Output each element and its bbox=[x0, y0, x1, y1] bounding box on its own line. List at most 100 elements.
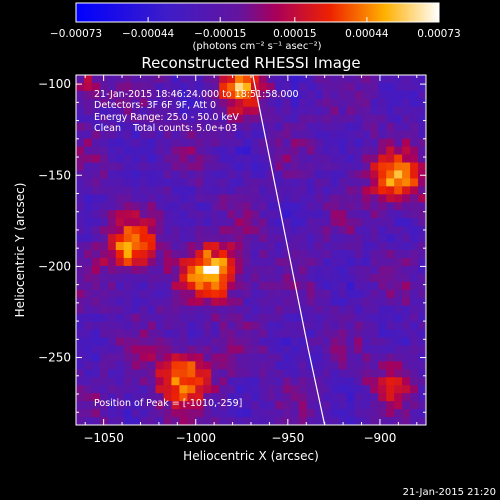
heatmap-cell bbox=[115, 250, 125, 259]
heatmap-cell bbox=[402, 98, 411, 108]
heatmap-cell bbox=[91, 369, 101, 378]
heatmap-cell bbox=[107, 250, 117, 259]
heatmap-cell bbox=[346, 313, 355, 323]
heatmap-cell bbox=[410, 210, 419, 219]
heatmap-cell bbox=[187, 257, 196, 267]
heatmap-cell bbox=[346, 98, 355, 108]
heatmap-cell bbox=[346, 75, 355, 84]
heatmap-cell bbox=[314, 329, 324, 339]
heatmap-cell bbox=[203, 186, 212, 195]
heatmap-cell bbox=[394, 242, 403, 251]
heatmap-cell bbox=[107, 114, 117, 124]
heatmap-cell bbox=[266, 337, 276, 347]
heatmap-cell bbox=[362, 361, 371, 370]
heatmap-cell bbox=[258, 257, 268, 267]
heatmap-cell bbox=[266, 242, 276, 251]
heatmap-cell bbox=[274, 337, 284, 347]
heatmap-cell bbox=[155, 281, 165, 291]
heatmap-cell bbox=[298, 297, 308, 307]
heatmap-cell bbox=[258, 305, 268, 315]
heatmap-cell bbox=[418, 186, 426, 195]
heatmap-cell bbox=[235, 122, 244, 132]
heatmap-cell bbox=[195, 138, 204, 148]
heatmap-cell bbox=[219, 178, 228, 187]
heatmap-cell bbox=[179, 409, 188, 418]
heatmap-cell bbox=[354, 265, 363, 275]
heatmap-cell bbox=[171, 297, 180, 307]
heatmap-cell bbox=[123, 146, 133, 156]
heatmap-cell bbox=[219, 401, 228, 410]
heatmap-cell bbox=[163, 138, 173, 148]
heatmap-cell bbox=[274, 377, 284, 386]
heatmap-cell bbox=[410, 194, 419, 203]
heatmap-cell bbox=[91, 345, 101, 354]
heatmap-cell bbox=[298, 130, 308, 140]
heatmap-cell bbox=[107, 353, 117, 362]
heatmap-cell bbox=[314, 321, 324, 331]
heatmap-cell bbox=[76, 401, 85, 410]
heatmap-cell bbox=[195, 401, 204, 410]
heatmap-cell bbox=[298, 178, 308, 187]
heatmap-cell bbox=[274, 409, 284, 418]
heatmap-cell bbox=[163, 297, 173, 307]
heatmap-cell bbox=[386, 417, 395, 425]
heatmap-cell bbox=[187, 305, 196, 315]
heatmap-cell bbox=[298, 98, 308, 108]
heatmap-cell bbox=[258, 146, 268, 156]
heatmap-cell bbox=[147, 218, 157, 227]
heatmap-cell bbox=[235, 130, 244, 140]
heatmap-cell bbox=[83, 122, 93, 132]
heatmap-cell bbox=[187, 234, 196, 243]
heatmap-cell bbox=[266, 202, 276, 211]
heatmap-cell bbox=[83, 361, 93, 370]
heatmap-cell bbox=[211, 313, 220, 323]
heatmap-cell bbox=[386, 329, 395, 339]
heatmap-cell bbox=[306, 138, 316, 148]
heatmap-cell bbox=[187, 122, 196, 132]
heatmap-cell bbox=[402, 178, 411, 187]
heatmap-cell bbox=[203, 265, 212, 275]
heatmap-cell bbox=[322, 138, 332, 148]
heatmap-cell bbox=[394, 361, 403, 370]
heatmap-cell bbox=[386, 210, 395, 219]
heatmap-cell bbox=[306, 114, 316, 124]
heatmap-cell bbox=[131, 154, 141, 164]
heatmap-cell bbox=[179, 218, 188, 227]
heatmap-cell bbox=[203, 289, 212, 299]
heatmap-cell bbox=[306, 122, 316, 132]
heatmap-cell bbox=[219, 186, 228, 195]
heatmap-cell bbox=[402, 265, 411, 275]
heatmap-cell bbox=[282, 98, 292, 108]
heatmap-cell bbox=[227, 250, 236, 259]
heatmap-cell bbox=[378, 329, 387, 339]
heatmap-cell bbox=[243, 265, 252, 275]
heatmap-cell bbox=[139, 369, 149, 378]
heatmap-cell bbox=[274, 250, 284, 259]
heatmap-cell bbox=[258, 162, 268, 172]
heatmap-cell bbox=[402, 409, 411, 418]
heatmap-cell bbox=[235, 98, 244, 108]
heatmap-cell bbox=[386, 305, 395, 315]
heatmap-cell bbox=[163, 186, 173, 195]
heatmap-cell bbox=[322, 417, 332, 425]
heatmap-cell bbox=[83, 75, 93, 84]
heatmap-cell bbox=[99, 297, 109, 307]
heatmap-cell bbox=[282, 281, 292, 291]
heatmap-cell bbox=[171, 146, 180, 156]
heatmap-cell bbox=[266, 210, 276, 219]
heatmap-cell bbox=[322, 186, 332, 195]
heatmap-cell bbox=[266, 377, 276, 386]
heatmap-cell bbox=[322, 106, 332, 116]
heatmap-cell bbox=[243, 329, 252, 339]
heatmap-cell bbox=[139, 409, 149, 418]
heatmap-cell bbox=[346, 194, 355, 203]
heatmap-cell bbox=[211, 114, 220, 124]
heatmap-cell bbox=[251, 369, 260, 378]
heatmap-cell bbox=[378, 234, 387, 243]
heatmap-cell bbox=[370, 210, 379, 219]
heatmap-cell bbox=[99, 337, 109, 347]
heatmap-cell bbox=[386, 202, 395, 211]
heatmap-cell bbox=[282, 297, 292, 307]
heatmap-cell bbox=[219, 154, 228, 164]
heatmap-cell bbox=[131, 409, 141, 418]
